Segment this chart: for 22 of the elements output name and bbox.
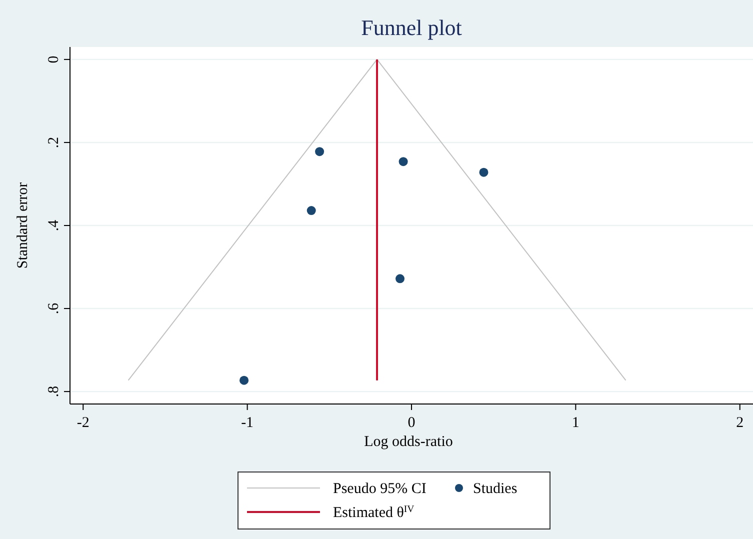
- point: [315, 147, 324, 156]
- point: [479, 168, 488, 177]
- y-tick-label: .4: [46, 219, 62, 232]
- point: [240, 376, 249, 385]
- x-tick-label: -2: [76, 415, 90, 431]
- x-axis-title: Log odds-ratio: [364, 434, 453, 450]
- legend-label: Pseudo 95% CI: [333, 481, 426, 497]
- legend-label: Estimated θ$^{IV}$: [333, 504, 414, 521]
- chart-title: Funnel plot: [361, 15, 462, 40]
- point: [396, 274, 405, 284]
- y-tick-label: .8: [46, 386, 62, 398]
- point: [398, 157, 408, 166]
- x-tick-label: -1: [241, 415, 254, 431]
- x-tick-label: 0: [408, 415, 416, 431]
- point: [306, 206, 316, 216]
- y-tick-label: .6: [46, 302, 62, 314]
- y-axis-title: Standard error: [15, 182, 31, 269]
- legend-label: Studies: [473, 481, 518, 497]
- x-tick-label: 2: [736, 415, 744, 431]
- y-tick-label: 0: [46, 56, 62, 64]
- y-tick-label: .2: [46, 136, 62, 148]
- x-tick-label: 1: [572, 415, 580, 431]
